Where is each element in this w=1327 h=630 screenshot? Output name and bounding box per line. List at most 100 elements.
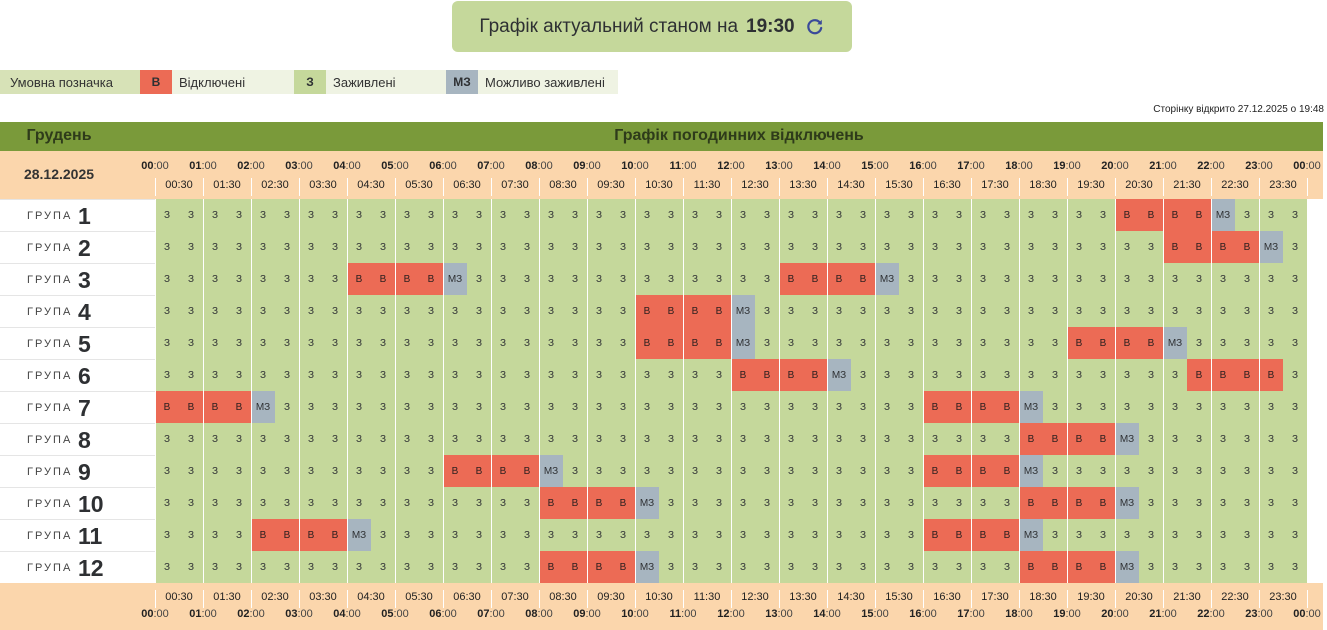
schedule-cell: З	[827, 231, 851, 263]
schedule-cell: З	[419, 295, 443, 327]
schedule-cell: З	[995, 423, 1019, 455]
hour-divider	[299, 551, 300, 583]
schedule-cell: З	[611, 423, 635, 455]
schedule-cell: З	[899, 519, 923, 551]
schedule-cell: З	[923, 423, 947, 455]
hour-divider	[299, 231, 300, 263]
schedule-cell: З	[179, 359, 203, 391]
schedule-cell: В	[803, 359, 827, 391]
schedule-cell: З	[923, 551, 947, 583]
schedule-cell: З	[347, 295, 371, 327]
schedule-cell: З	[899, 455, 923, 487]
hour-divider	[347, 487, 348, 519]
schedule-cell: В	[1163, 231, 1187, 263]
hour-minutes: :00	[729, 608, 745, 620]
hour-divider	[491, 199, 492, 231]
schedule-cell: З	[155, 551, 179, 583]
schedule-cell: З	[371, 551, 395, 583]
schedule-cell: З	[179, 455, 203, 487]
schedule-cell: З	[347, 487, 371, 519]
schedule-cell: З	[923, 327, 947, 359]
hour-divider	[203, 455, 204, 487]
hour-divider	[731, 199, 732, 231]
hour-divider	[203, 423, 204, 455]
schedule-cell: З	[347, 231, 371, 263]
schedule-cell: З	[1259, 423, 1283, 455]
schedule-cell: З	[1043, 391, 1067, 423]
schedule-cell: МЗ	[1115, 551, 1139, 583]
schedule-cell: З	[635, 423, 659, 455]
schedule-cell: З	[731, 455, 755, 487]
hour-divider	[1163, 199, 1164, 231]
hour-divider	[1259, 359, 1260, 391]
hour-label: 05:00	[381, 608, 409, 620]
hour-divider	[1307, 551, 1308, 583]
hour-minutes: :00	[1113, 160, 1129, 172]
schedule-cell: В	[347, 263, 371, 295]
schedule-cell: В	[419, 263, 443, 295]
schedule-cell: З	[659, 359, 683, 391]
schedule-cell: З	[515, 359, 539, 391]
schedule-cell: З	[1259, 263, 1283, 295]
hour-divider	[299, 455, 300, 487]
hour-minutes: :00	[1065, 608, 1081, 620]
hour-divider	[1067, 231, 1068, 263]
hour-divider	[683, 199, 684, 231]
hour-divider	[1259, 519, 1260, 551]
hour-label: 10:00	[621, 160, 649, 172]
hour-divider	[1019, 199, 1020, 231]
half-hour-label: 01:30	[213, 179, 241, 191]
hour-number: 05	[381, 160, 394, 172]
hour-minutes: :00	[1257, 160, 1273, 172]
hour-divider	[491, 359, 492, 391]
half-hour-label: 00:30	[165, 591, 193, 603]
schedule-cell: З	[467, 295, 491, 327]
hour-divider	[923, 551, 924, 583]
schedule-cell: З	[731, 519, 755, 551]
hour-divider	[1307, 423, 1308, 455]
hour-divider	[203, 551, 204, 583]
hour-divider	[779, 423, 780, 455]
hour-divider	[635, 455, 636, 487]
hour-divider	[779, 487, 780, 519]
hour-divider	[635, 391, 636, 423]
schedule-cell: З	[1139, 551, 1163, 583]
group-row: ГРУПА 7 В В В В МЗ З З З З З З З З З З З З З З З З З З З З З З З З З З З В…	[0, 391, 1323, 423]
schedule-cell: З	[203, 263, 227, 295]
schedule-cell: З	[203, 359, 227, 391]
schedule-cell: З	[899, 231, 923, 263]
hour-number: 11	[669, 608, 682, 620]
hour-divider	[779, 327, 780, 359]
hour-divider	[971, 263, 972, 295]
schedule-cell: З	[491, 199, 515, 231]
legend-maybe-label: Можливо заживлені	[478, 70, 618, 94]
half-hour-label: 05:30	[405, 591, 433, 603]
schedule-cell: З	[443, 359, 467, 391]
schedule-cell: З	[947, 295, 971, 327]
hour-divider	[347, 327, 348, 359]
schedule-cell: В	[1019, 487, 1043, 519]
schedule-cell: З	[251, 423, 275, 455]
hour-label: 18:00	[1005, 608, 1033, 620]
group-number: 9	[78, 459, 91, 485]
hour-label: 17:00	[957, 160, 985, 172]
group-label: ГРУПА 9	[0, 455, 155, 487]
schedule-cell: З	[251, 359, 275, 391]
group-word: ГРУПА	[27, 562, 73, 574]
schedule-cell: З	[1187, 295, 1211, 327]
schedule-cell: З	[875, 391, 899, 423]
group-row: ГРУПА 12 З З З З З З З З З З З З З З З З В В В В МЗ З З З З З З З З З З З…	[0, 551, 1323, 583]
schedule-cell: З	[443, 423, 467, 455]
refresh-icon[interactable]	[805, 17, 825, 37]
hour-divider	[971, 231, 972, 263]
hour-divider	[1019, 391, 1020, 423]
schedule-cell: З	[659, 455, 683, 487]
schedule-cell: З	[947, 327, 971, 359]
half-hour-label: 03:30	[309, 179, 337, 191]
schedule-cell: З	[1139, 263, 1163, 295]
hour-divider	[155, 327, 156, 359]
schedule-cell: В	[947, 391, 971, 423]
hour-divider	[155, 231, 156, 263]
hour-divider	[1019, 519, 1020, 551]
hour-divider	[779, 359, 780, 391]
